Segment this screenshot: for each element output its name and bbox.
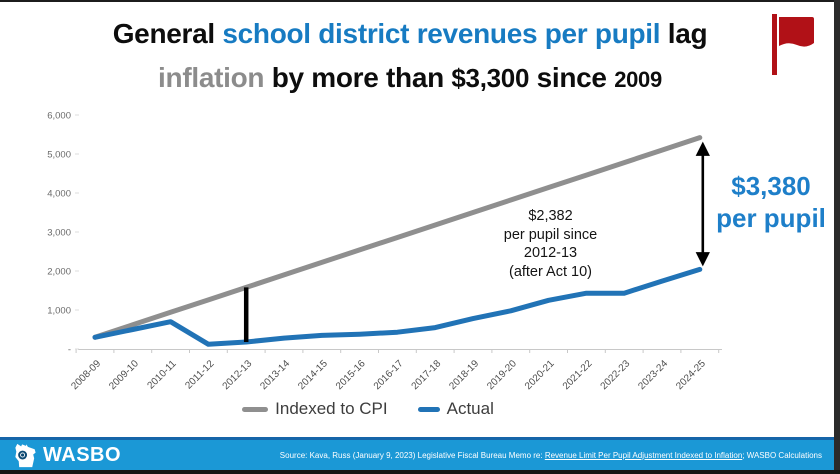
y-tick-label: 6,000 — [47, 111, 71, 122]
x-tick-label: 2013-14 — [258, 358, 292, 392]
x-tick-label: 2018-19 — [447, 358, 481, 392]
gap-per-pupil-annotation: $3,380 per pupil — [710, 170, 832, 234]
legend-item-cpi: Indexed to CPI — [242, 399, 388, 419]
legend-label-cpi: Indexed to CPI — [275, 399, 388, 418]
source-citation: Source: Kava, Russ (January 9, 2023) Leg… — [280, 451, 822, 460]
title-segment: since — [529, 62, 615, 93]
source-link[interactable]: Revenue Limit Per Pupil Adjustment Index… — [544, 450, 743, 460]
y-tick-label: 5,000 — [47, 150, 71, 161]
title-year: 2009 — [614, 67, 662, 92]
x-tick-label: 2008-09 — [69, 358, 103, 392]
gap-amount: $3,380 — [731, 171, 811, 201]
title-segment: General — [112, 18, 223, 49]
gap-unit: per pupil — [716, 203, 826, 233]
gap-since-2012-annotation: $2,382 per pupil since 2012-13 (after Ac… — [468, 207, 633, 281]
legend-label-actual: Actual — [446, 399, 494, 418]
slide-bottom-border — [0, 470, 840, 474]
x-tick-label: 2024-25 — [674, 358, 708, 392]
annotation-line: $2,382 — [528, 208, 573, 224]
y-tick-label: 3,000 — [47, 228, 71, 239]
x-tick-label: 2019-20 — [485, 358, 519, 392]
wisconsin-state-icon — [15, 443, 36, 467]
annotation-line: per pupil since — [503, 226, 598, 243]
source-text: ; WASBO Calculations — [742, 450, 822, 460]
x-tick-label: 2023-24 — [636, 358, 670, 392]
x-tick-label: 2016-17 — [372, 358, 406, 392]
title-amount: $3,300 — [451, 63, 530, 93]
x-tick-label: 2009-10 — [107, 358, 141, 392]
annotation-line: (after Act 10) — [508, 263, 592, 280]
footer-main-bar: WASBO Source: Kava, Russ (January 9, 202… — [0, 440, 840, 470]
slide-right-border — [834, 0, 840, 474]
annotation-line: 2012-13 — [523, 245, 578, 261]
actual-line-swatch — [417, 406, 440, 412]
x-tick-label: 2022-23 — [599, 358, 633, 392]
legend-item-actual: Actual — [417, 399, 494, 419]
cpi-line — [92, 135, 703, 340]
x-tick-label: 2014-15 — [296, 358, 330, 392]
page-title: General school district revenues per pup… — [0, 12, 820, 102]
title-segment: lag — [660, 18, 708, 49]
wasbo-wordmark: WASBO — [43, 443, 122, 466]
y-tick-label: 1,000 — [47, 306, 71, 317]
slide-top-border — [0, 0, 840, 2]
x-tick-label: 2012-13 — [221, 358, 255, 392]
cpi-line-swatch — [242, 406, 269, 412]
x-tick-label: 2021-22 — [561, 358, 595, 392]
x-tick-label: 2020-21 — [523, 358, 557, 392]
actual-line — [92, 266, 703, 347]
title-segment: by more than — [264, 62, 452, 93]
y-tick-label: 4,000 — [47, 189, 71, 200]
title-segment-inflation: inflation — [158, 62, 265, 93]
title-line-2: inflation by more than $3,300 since 2009 — [0, 56, 820, 102]
source-text: Source: Kava, Russ (January 9, 2023) Leg… — [279, 450, 545, 460]
footer-accent-strip — [0, 437, 840, 440]
red-flag-icon — [768, 13, 820, 77]
footer-bar: WASBO Source: Kava, Russ (January 9, 202… — [0, 437, 840, 474]
chart-legend: Indexed to CPI Actual — [0, 399, 840, 419]
y-tick-label: - — [68, 345, 71, 356]
title-line-1: General school district revenues per pup… — [0, 12, 820, 56]
x-tick-label: 2017-18 — [410, 358, 444, 392]
x-tick-label: 2011-12 — [183, 358, 217, 392]
wasbo-logo: WASBO — [12, 442, 121, 469]
x-tick-label: 2015-16 — [334, 358, 368, 392]
y-tick-label: 2,000 — [47, 267, 71, 278]
x-tick-label: 2010-11 — [146, 358, 180, 392]
title-segment-highlight: school district revenues per pupil — [222, 18, 661, 49]
